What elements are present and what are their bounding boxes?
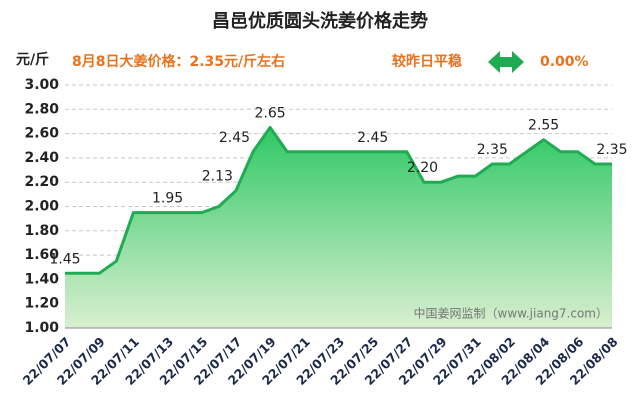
- change-text: 较昨日平稳: [392, 53, 462, 70]
- y-tick-label: 2.80: [24, 101, 59, 117]
- value-label: 2.35: [477, 142, 508, 158]
- y-unit: 元/斤: [16, 51, 49, 68]
- watermark: 中国姜网监制（www.jiang7.com）: [414, 306, 608, 321]
- value-label: 2.55: [528, 118, 559, 134]
- value-label: 2.20: [407, 160, 438, 176]
- value-label: 2.45: [357, 130, 388, 146]
- y-tick-label: 1.60: [24, 247, 59, 263]
- line: [65, 126, 612, 275]
- y-tick-label: 2.20: [24, 174, 59, 190]
- arrow-icon: [488, 51, 524, 73]
- value-label: 1.45: [49, 251, 80, 267]
- area: [65, 127, 612, 328]
- y-tick-label: 1.80: [24, 223, 59, 239]
- value-label: 2.13: [202, 169, 233, 185]
- y-tick-label: 3.00: [24, 77, 59, 93]
- value-label: 2.45: [219, 130, 250, 146]
- chart-title: 昌邑优质圆头洗姜价格走势: [212, 10, 428, 32]
- y-tick-label: 1.00: [24, 320, 59, 336]
- value-label: 2.65: [255, 106, 286, 122]
- y-tick-label: 2.40: [24, 150, 59, 166]
- y-tick-label: 2.00: [24, 199, 59, 215]
- value-label: 1.95: [152, 191, 183, 207]
- y-tick-label: 1.40: [24, 271, 59, 287]
- subtitle: 8月8日大姜价格：2.35元/斤左右: [72, 53, 285, 70]
- value-label: 2.35: [596, 142, 627, 158]
- change-value: 0.00%: [540, 54, 589, 70]
- y-tick-label: 1.20: [24, 296, 59, 312]
- y-tick-label: 2.60: [24, 126, 59, 142]
